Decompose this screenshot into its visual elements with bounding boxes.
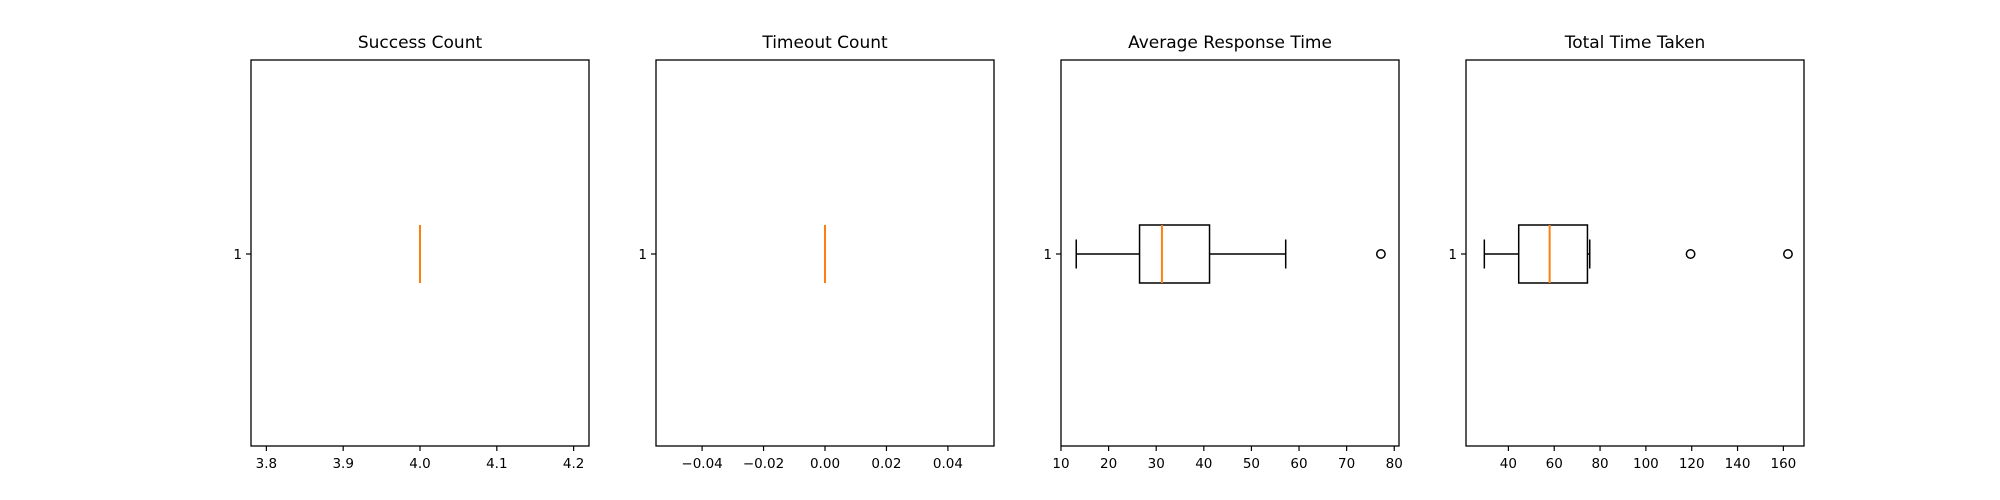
x-tick-label: 80 xyxy=(1386,456,1403,472)
x-tick-label: −0.04 xyxy=(681,456,722,472)
x-tick-label: 20 xyxy=(1100,456,1117,472)
x-tick-label: 50 xyxy=(1243,456,1260,472)
x-tick-label: 40 xyxy=(1195,456,1212,472)
outlier-point xyxy=(1685,249,1696,259)
x-tick-label: 120 xyxy=(1679,456,1705,472)
y-tick-label: 1 xyxy=(1043,247,1052,263)
subplot-title: Total Time Taken xyxy=(1564,33,1706,53)
x-tick-label: 0.00 xyxy=(810,456,840,472)
subplot-title: Average Response Time xyxy=(1128,33,1332,53)
y-tick-label: 1 xyxy=(638,247,647,263)
subplot-title: Success Count xyxy=(358,33,483,53)
y-tick-label: 1 xyxy=(1448,247,1457,263)
x-tick-label: 0.04 xyxy=(933,456,963,472)
subplot-3: Average Response Time 10 20 30 40 50 60 70 80 1 xyxy=(1043,33,1402,472)
outlier-point xyxy=(1375,249,1386,259)
subplot-4: Total Time Taken 40 60 80 100 120 140 160 1 xyxy=(1448,33,1805,472)
subplot-title: Timeout Count xyxy=(761,33,888,53)
x-tick-label: 160 xyxy=(1770,456,1796,472)
x-tick-label: 4.0 xyxy=(409,456,430,472)
outlier-point xyxy=(1783,249,1793,259)
x-tick-label: 100 xyxy=(1633,456,1659,472)
x-tick-label: 10 xyxy=(1052,456,1069,472)
y-tick-label: 1 xyxy=(233,247,242,263)
x-tick-label: 60 xyxy=(1290,456,1307,472)
x-tick-label: −0.02 xyxy=(743,456,784,472)
x-tick-label: 40 xyxy=(1500,456,1517,472)
x-tick-label: 4.1 xyxy=(486,456,507,472)
subplot-1: Success Count 3.8 3.9 4.0 4.1 4.2 1 xyxy=(233,33,590,472)
axes-frame xyxy=(1465,59,1805,447)
x-tick-label: 140 xyxy=(1725,456,1751,472)
x-tick-label: 60 xyxy=(1546,456,1563,472)
x-tick-label: 3.9 xyxy=(332,456,353,472)
iqr-box xyxy=(1138,224,1211,284)
x-tick-label: 70 xyxy=(1338,456,1355,472)
x-tick-label: 4.2 xyxy=(563,456,584,472)
subplot-2: Timeout Count −0.04 −0.02 0.00 0.02 0.04 1 xyxy=(638,33,995,472)
x-tick-label: 80 xyxy=(1591,456,1608,472)
x-tick-label: 0.02 xyxy=(871,456,901,472)
axes-frame xyxy=(1060,59,1400,447)
x-tick-label: 30 xyxy=(1148,456,1165,472)
iqr-box xyxy=(1517,224,1589,284)
x-tick-label: 3.8 xyxy=(256,456,277,472)
